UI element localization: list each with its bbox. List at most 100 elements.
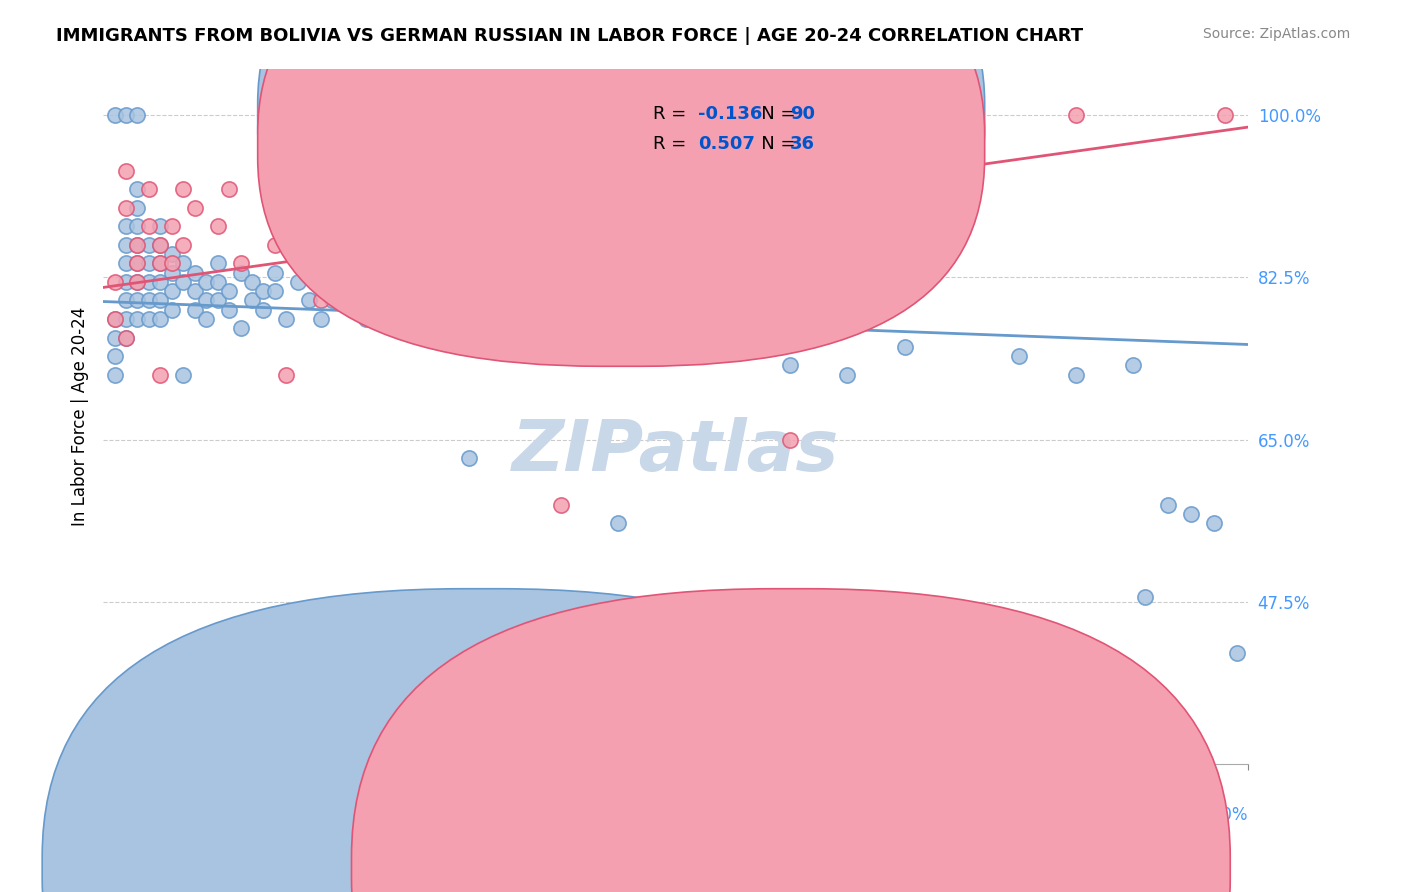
Point [149,219,172,234]
Point [138,219,160,234]
Text: -0.136: -0.136 [699,105,763,123]
Point [138,312,160,326]
Point [276,312,298,326]
Point [837,368,859,382]
Point [103,312,125,326]
Point [160,219,183,234]
Point [378,275,401,289]
Point [412,201,434,215]
Point [1225,646,1247,660]
Point [436,237,458,252]
Point [263,284,285,298]
Text: ZIPatlas: ZIPatlas [512,417,839,485]
Point [115,201,138,215]
Point [149,256,172,270]
Point [115,108,138,122]
Point [458,451,481,466]
Y-axis label: In Labor Force | Age 20-24: In Labor Force | Age 20-24 [72,307,89,526]
Text: 0.0%: 0.0% [103,806,145,824]
Point [103,368,125,382]
Point [276,368,298,382]
Text: Immigrants from Bolivia: Immigrants from Bolivia [506,860,690,874]
Text: R =: R = [652,105,692,123]
Point [160,266,183,280]
Point [332,219,354,234]
Point [218,284,240,298]
Point [127,312,149,326]
Point [183,201,205,215]
Point [229,321,252,335]
Point [207,219,229,234]
Point [1008,349,1031,363]
Point [207,275,229,289]
Point [263,237,285,252]
Point [138,293,160,308]
Point [664,330,686,344]
FancyBboxPatch shape [578,82,887,180]
Text: 90: 90 [790,105,815,123]
Point [779,433,801,447]
Point [127,275,149,289]
Point [183,284,205,298]
Point [1213,108,1236,122]
Point [103,312,125,326]
Point [252,284,274,298]
Point [550,312,572,326]
Point [343,302,366,317]
Text: 10.0%: 10.0% [1195,806,1249,824]
Point [195,312,218,326]
Point [127,256,149,270]
Point [1064,368,1087,382]
Point [127,201,149,215]
Point [115,293,138,308]
Point [367,293,389,308]
Point [572,330,595,344]
Point [356,312,378,326]
Point [172,256,194,270]
Point [229,256,252,270]
Point [172,368,194,382]
Point [1122,359,1144,373]
Point [138,275,160,289]
Point [115,163,138,178]
Point [332,275,354,289]
Point [492,182,515,196]
Point [218,302,240,317]
Point [893,340,915,354]
Point [149,293,172,308]
Text: German Russians: German Russians [815,860,949,874]
Point [550,498,572,512]
Point [1133,591,1156,605]
Point [195,293,218,308]
Point [207,256,229,270]
Point [127,108,149,122]
Point [115,256,138,270]
Point [115,275,138,289]
Point [229,266,252,280]
Point [103,349,125,363]
Point [115,312,138,326]
Point [127,237,149,252]
Text: R =: R = [652,136,692,153]
FancyBboxPatch shape [257,0,984,367]
Point [172,275,194,289]
Point [287,275,309,289]
Point [309,312,332,326]
Point [321,293,343,308]
Point [138,256,160,270]
Point [115,330,138,344]
Point [195,275,218,289]
Point [127,237,149,252]
Point [115,219,138,234]
Point [103,108,125,122]
Point [779,359,801,373]
FancyBboxPatch shape [257,0,984,336]
Point [950,219,973,234]
Point [149,237,172,252]
Point [183,266,205,280]
Point [207,293,229,308]
Point [138,182,160,196]
Point [1157,498,1180,512]
Point [389,293,412,308]
Point [240,293,263,308]
